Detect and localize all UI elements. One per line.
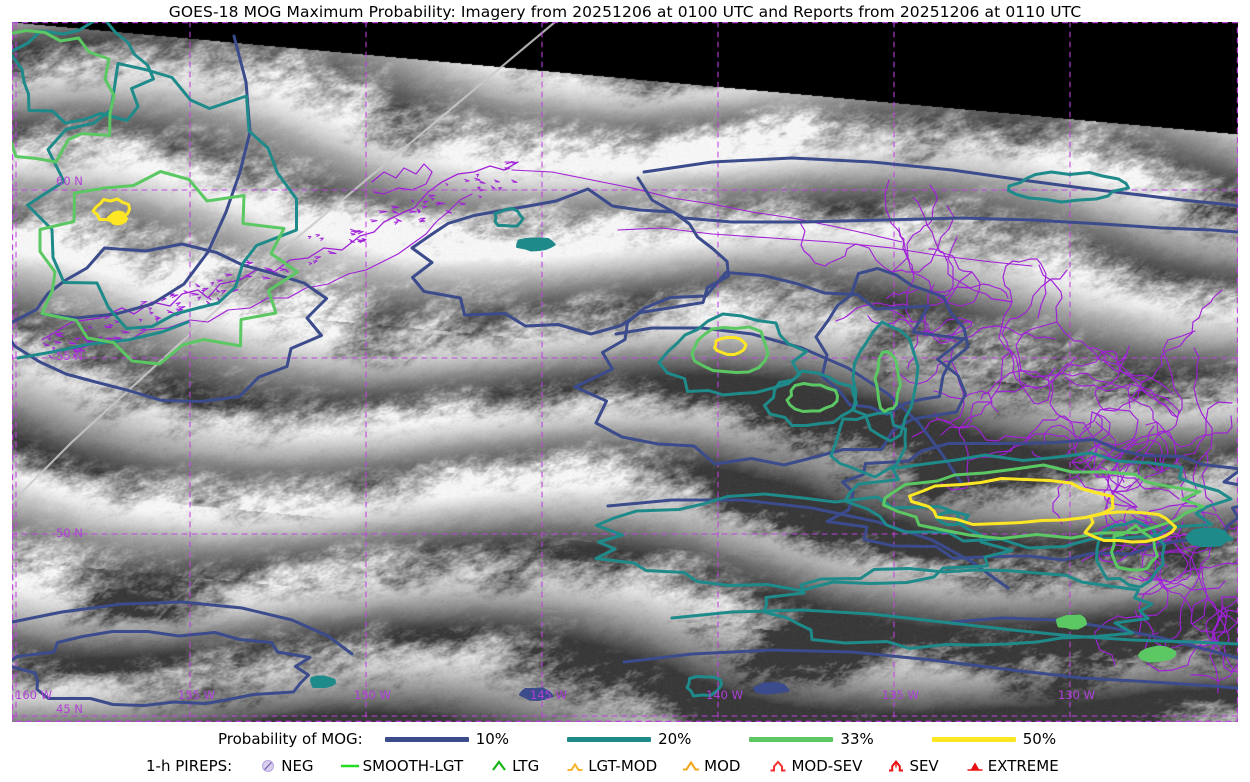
prob-legend-item-10pct[interactable]: 10%: [384, 730, 510, 748]
pirep-legend-label: LTG: [512, 757, 540, 775]
pirep-legend-label: MOD-SEV: [791, 757, 863, 775]
prob-legend-swatch-33pct: [749, 736, 834, 742]
probability-legend-row: Probability of MOG: 10% 20% 33% 50%: [0, 726, 1250, 752]
pirep-legend-item-lgt-mod[interactable]: LGT-MOD: [565, 757, 657, 775]
figure-legend: Probability of MOG: 10% 20% 33% 50% 1-h PIR…: [0, 726, 1250, 782]
smooth-lgt-line-icon: [340, 758, 360, 774]
pirep-legend-item-mod-sev[interactable]: MOD-SEV: [768, 757, 862, 775]
prob-legend-swatch-10pct: [384, 736, 469, 742]
pireps-legend-row: 1-h PIREPS: NEG SMOOTH-LGT LTG LGT-MOD MOD MO…: [0, 753, 1250, 779]
map-panel[interactable]: 60 N 55 N 50 N 45 N 160 W 155 W 150 W 145 W 140 …: [12, 22, 1238, 722]
pirep-legend-label: SMOOTH-LGT: [362, 757, 464, 775]
pirep-legend-label: LGT-MOD: [588, 757, 658, 775]
pirep-legend-item-neg[interactable]: NEG: [258, 757, 314, 775]
pirep-legend-label: SEV: [909, 757, 939, 775]
ltg-chevron-icon: [489, 758, 509, 774]
mod-caret-icon: [681, 758, 701, 774]
page-title: GOES-18 MOG Maximum Probability: Imagery…: [168, 3, 1082, 21]
prob-legend-item-50pct[interactable]: 50%: [931, 730, 1057, 748]
pirep-legend-label: NEG: [281, 757, 314, 775]
prob-legend-label: 20%: [658, 730, 692, 748]
pirep-legend-label: EXTREME: [987, 757, 1059, 775]
pirep-legend-item-ltg[interactable]: LTG: [489, 757, 539, 775]
pirep-legend-item-mod[interactable]: MOD: [681, 757, 740, 775]
prob-legend-label: 10%: [475, 730, 510, 748]
prob-legend-swatch-50pct: [931, 736, 1016, 742]
prob-legend-item-20pct[interactable]: 20%: [567, 730, 691, 748]
extreme-filled-triangle-icon: [965, 758, 985, 774]
neg-slashed-circle-icon: [258, 758, 278, 774]
prob-legend-label: 50%: [1022, 730, 1057, 748]
pirep-legend-item-extreme[interactable]: EXTREME: [965, 757, 1059, 775]
pirep-legend-label: MOD: [704, 757, 741, 775]
mod-sev-arch-icon: [768, 758, 788, 774]
pireps-legend-title: 1-h PIREPS:: [146, 757, 233, 775]
prob-legend-swatch-20pct: [567, 736, 652, 742]
prob-legend-label: 33%: [840, 730, 874, 748]
satellite-imagery-layer: [12, 22, 1238, 722]
prob-legend-item-33pct[interactable]: 33%: [749, 730, 874, 748]
sev-arch-icon: [886, 758, 906, 774]
lgt-mod-triangle-icon: [565, 758, 585, 774]
pirep-legend-item-smooth-lgt[interactable]: SMOOTH-LGT: [340, 757, 464, 775]
pirep-legend-item-sev[interactable]: SEV: [886, 757, 939, 775]
probability-legend-title: Probability of MOG:: [218, 730, 363, 748]
